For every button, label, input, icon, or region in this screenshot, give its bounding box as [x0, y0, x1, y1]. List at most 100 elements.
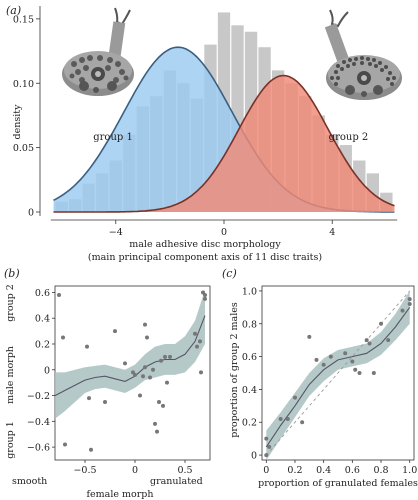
data-point [155, 429, 159, 434]
y-tick-label: 0.15 [13, 14, 34, 25]
x-tick-label: 0.2 [287, 465, 302, 476]
data-point [199, 370, 203, 375]
panel-b-x-extra-granulated: granulated [150, 476, 203, 487]
group-2-label: group 2 [329, 132, 369, 143]
x-tick-label: 0 [263, 465, 269, 476]
data-point [151, 367, 155, 372]
data-point [133, 372, 137, 377]
data-point [314, 357, 319, 362]
plot-frame [261, 285, 415, 461]
data-point [343, 351, 348, 356]
panel-c-letter: (c) [222, 267, 237, 280]
panel-b-x-extra-smooth: smooth [12, 476, 47, 487]
data-point [168, 354, 172, 359]
panel-b: (b) −0.5 0 0.5 −0.6 −0.4 −0.2 0 0.2 0.4 0.6 smoot… [4, 267, 211, 500]
panel-c-xlabel: proportion of granulated females [258, 478, 418, 489]
y-tick-label: 0.10 [13, 79, 34, 90]
data-point [145, 335, 149, 340]
x-tick-label: 0.4 [316, 465, 331, 476]
data-point [407, 297, 412, 302]
x-tick-label: −4 [109, 227, 123, 238]
y-tick-label: 0.05 [13, 143, 34, 154]
density-area-2 [53, 75, 395, 212]
panel-b-ylabel: male morph [5, 346, 16, 404]
panel-a-axes: 0 0.05 0.10 0.15 −4 0 4 [13, 6, 398, 238]
fit-line [54, 315, 206, 397]
panel-b-letter: (b) [4, 267, 20, 280]
y-tick-label: −0.2 [27, 391, 50, 402]
data-point [264, 436, 269, 441]
x-tick-label: 1.0 [402, 465, 417, 476]
data-point [307, 334, 312, 339]
disc-granulated-illustration [324, 9, 402, 100]
data-point [379, 321, 384, 326]
y-tick-label: 0.6 [242, 352, 257, 363]
data-point [203, 293, 207, 298]
data-point [165, 380, 169, 385]
y-tick-label: 0.6 [35, 288, 50, 299]
data-point [163, 354, 167, 359]
data-point [198, 339, 202, 344]
panel-b-plot: −0.5 0 0.5 −0.6 −0.4 −0.2 0 0.2 0.4 0.6 [27, 285, 211, 476]
x-tick-label: −0.5 [73, 465, 96, 476]
panel-b-xlabel: female morph [87, 489, 154, 500]
panel-c-plot: 0 0.2 0.4 0.6 0.8 1.0 0 0.2 0.4 0.6 0.8 1.0 [242, 285, 417, 476]
x-tick-label: 0.8 [373, 465, 388, 476]
panel-a-letter: (a) [6, 4, 21, 17]
data-point [193, 331, 197, 336]
panel-a: (a) 0 0.05 0.10 0.15 −4 0 4 [6, 4, 402, 263]
panel-a-ylabel: density [12, 104, 23, 140]
panel-c: (c) 0 0.2 0.4 0.6 0.8 1.0 0 0.2 0.4 0.6 0.8 1.0 pro… [222, 267, 418, 489]
group-1-label: group 1 [93, 132, 133, 143]
data-point [103, 400, 107, 404]
data-point [85, 344, 89, 349]
data-point [87, 396, 91, 401]
data-point [161, 403, 165, 408]
panel-c-ylabel: proportion of group 2 males [229, 302, 240, 438]
panel-b-y-extra-group1: group 1 [5, 421, 16, 459]
data-point [407, 302, 412, 307]
data-point [371, 371, 376, 375]
disc-smooth-illustration [62, 7, 134, 96]
y-tick-label: 0.2 [35, 340, 50, 351]
data-point [350, 359, 355, 364]
data-point [267, 444, 272, 449]
x-tick-label: 0.5 [177, 465, 192, 476]
x-tick-label: 0 [132, 465, 138, 476]
density-curve-2 [53, 74, 395, 213]
y-tick-label: 0.4 [242, 385, 257, 396]
data-point [138, 393, 142, 398]
panel-a-xlabel: male adhesive disc morphology [129, 239, 281, 250]
data-point [328, 354, 333, 359]
data-point [89, 447, 93, 452]
confidence-band [55, 289, 205, 419]
data-point [195, 344, 199, 349]
data-point [364, 338, 369, 343]
data-point [143, 365, 147, 370]
y-tick-label: 0.8 [242, 319, 257, 330]
x-tick-label: 0 [221, 227, 227, 238]
data-point [264, 453, 269, 458]
y-tick-label: −0.6 [27, 443, 50, 454]
data-point [357, 371, 362, 375]
data-point [143, 322, 147, 327]
data-point [57, 293, 61, 298]
data-point [353, 367, 358, 372]
data-point [292, 395, 297, 400]
data-point [63, 442, 67, 447]
data-point [123, 361, 127, 366]
data-point [113, 329, 117, 334]
x-tick-label: 4 [329, 227, 335, 238]
data-point [203, 296, 207, 301]
y-tick-label: 1.0 [242, 286, 257, 297]
data-point [61, 335, 65, 340]
data-point [278, 416, 283, 421]
data-point [148, 375, 152, 380]
density-curves [53, 46, 395, 213]
data-point [153, 421, 157, 426]
data-point [141, 374, 145, 379]
fit-line [265, 306, 411, 448]
data-point [159, 358, 163, 363]
data-point [321, 362, 326, 367]
